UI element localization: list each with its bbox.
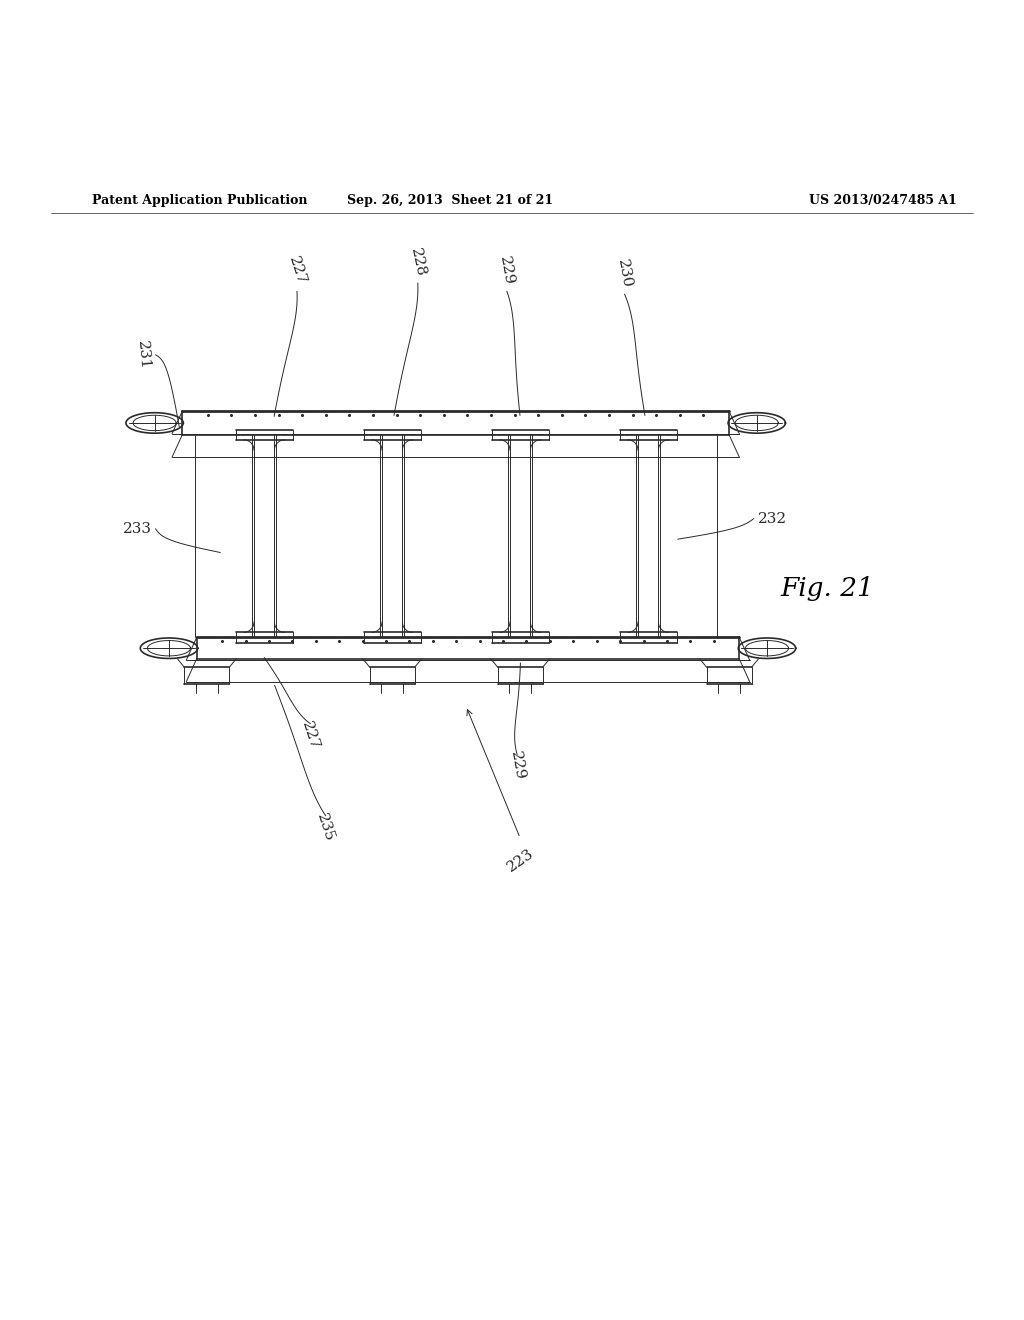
Text: 229: 229: [498, 255, 516, 286]
Text: 231: 231: [135, 339, 152, 370]
Text: US 2013/0247485 A1: US 2013/0247485 A1: [809, 194, 956, 207]
Text: 223: 223: [504, 846, 537, 875]
Text: Patent Application Publication: Patent Application Publication: [92, 194, 307, 207]
Text: 233: 233: [123, 521, 152, 536]
Text: 229: 229: [508, 750, 526, 781]
Text: 228: 228: [408, 247, 428, 279]
Text: 230: 230: [615, 259, 634, 289]
Text: Fig. 21: Fig. 21: [780, 576, 874, 601]
Text: Sep. 26, 2013  Sheet 21 of 21: Sep. 26, 2013 Sheet 21 of 21: [347, 194, 554, 207]
Text: 235: 235: [314, 812, 337, 843]
Text: 232: 232: [758, 512, 786, 525]
Text: 227: 227: [286, 255, 308, 286]
Text: 227: 227: [299, 719, 322, 751]
